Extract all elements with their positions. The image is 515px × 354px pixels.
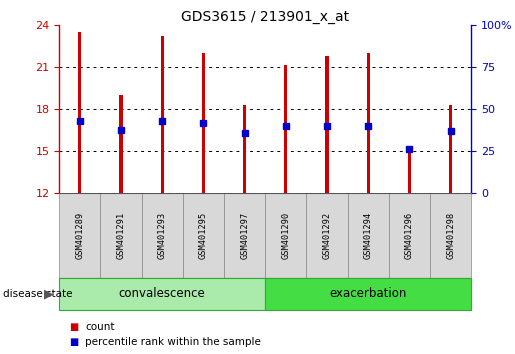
Text: count: count (85, 322, 114, 332)
Bar (243, 105, 246, 193)
Bar (100, 193, 142, 278)
Text: GSM401290: GSM401290 (281, 212, 290, 259)
Title: GDS3615 / 213901_x_at: GDS3615 / 213901_x_at (181, 10, 349, 24)
Bar (348, 193, 389, 278)
Text: GSM401291: GSM401291 (116, 212, 126, 259)
Bar (306, 193, 348, 278)
Bar (59, 278, 265, 310)
Bar (284, 65, 287, 193)
Bar (265, 193, 306, 278)
Text: ▶: ▶ (44, 287, 54, 300)
Text: GSM401298: GSM401298 (446, 212, 455, 259)
Bar (224, 193, 265, 278)
Text: ■: ■ (70, 322, 79, 332)
Text: GSM401295: GSM401295 (199, 212, 208, 259)
Text: disease state: disease state (3, 289, 72, 299)
Bar (78, 32, 81, 193)
Bar (265, 278, 471, 310)
Bar (430, 193, 471, 278)
Text: convalescence: convalescence (119, 287, 205, 300)
Text: GSM401294: GSM401294 (364, 212, 373, 259)
Bar (367, 53, 370, 193)
Bar (142, 193, 183, 278)
Bar (161, 36, 164, 193)
Text: GSM401292: GSM401292 (322, 212, 332, 259)
Text: GSM401297: GSM401297 (240, 212, 249, 259)
Bar (408, 152, 411, 193)
Bar (119, 95, 123, 193)
Text: exacerbation: exacerbation (330, 287, 407, 300)
Bar (59, 193, 100, 278)
Text: GSM401296: GSM401296 (405, 212, 414, 259)
Text: GSM401293: GSM401293 (158, 212, 167, 259)
Text: GSM401289: GSM401289 (75, 212, 84, 259)
Bar (389, 193, 430, 278)
Bar (202, 53, 205, 193)
Bar (183, 193, 224, 278)
Text: ■: ■ (70, 337, 79, 347)
Text: percentile rank within the sample: percentile rank within the sample (85, 337, 261, 347)
Bar (325, 56, 329, 193)
Bar (449, 105, 452, 193)
